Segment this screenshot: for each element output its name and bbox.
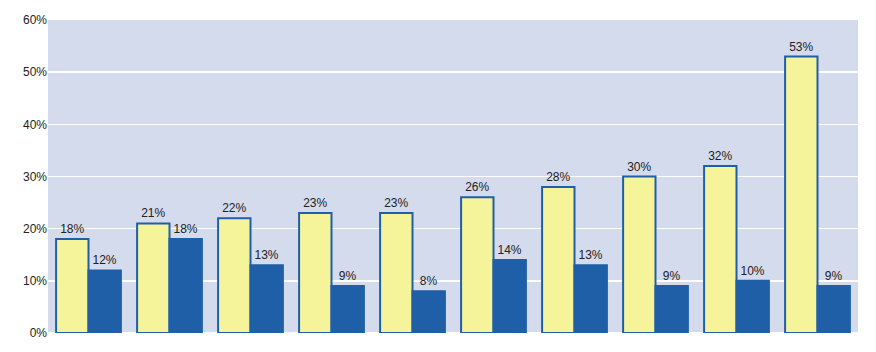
svg-text:0%: 0% [30,326,48,340]
svg-text:9%: 9% [663,269,681,283]
svg-text:23%: 23% [384,196,408,210]
svg-text:13%: 13% [579,248,603,262]
svg-text:12%: 12% [93,253,117,267]
svg-text:14%: 14% [498,243,522,257]
svg-text:18%: 18% [60,222,84,236]
svg-text:30%: 30% [627,160,651,174]
svg-text:20%: 20% [23,222,47,236]
svg-text:9%: 9% [825,269,843,283]
svg-text:23%: 23% [303,196,327,210]
svg-text:26%: 26% [465,180,489,194]
svg-text:22%: 22% [222,201,246,215]
svg-text:10%: 10% [23,274,47,288]
svg-text:28%: 28% [546,170,570,184]
svg-text:50%: 50% [23,65,47,79]
svg-text:53%: 53% [789,40,813,54]
svg-text:18%: 18% [174,222,198,236]
svg-text:40%: 40% [23,118,47,132]
svg-text:21%: 21% [141,206,165,220]
svg-text:60%: 60% [23,13,47,27]
svg-text:13%: 13% [255,248,279,262]
svg-text:10%: 10% [741,264,765,278]
svg-text:32%: 32% [708,149,732,163]
svg-text:9%: 9% [339,269,357,283]
svg-text:30%: 30% [23,170,47,184]
svg-text:8%: 8% [420,274,438,288]
